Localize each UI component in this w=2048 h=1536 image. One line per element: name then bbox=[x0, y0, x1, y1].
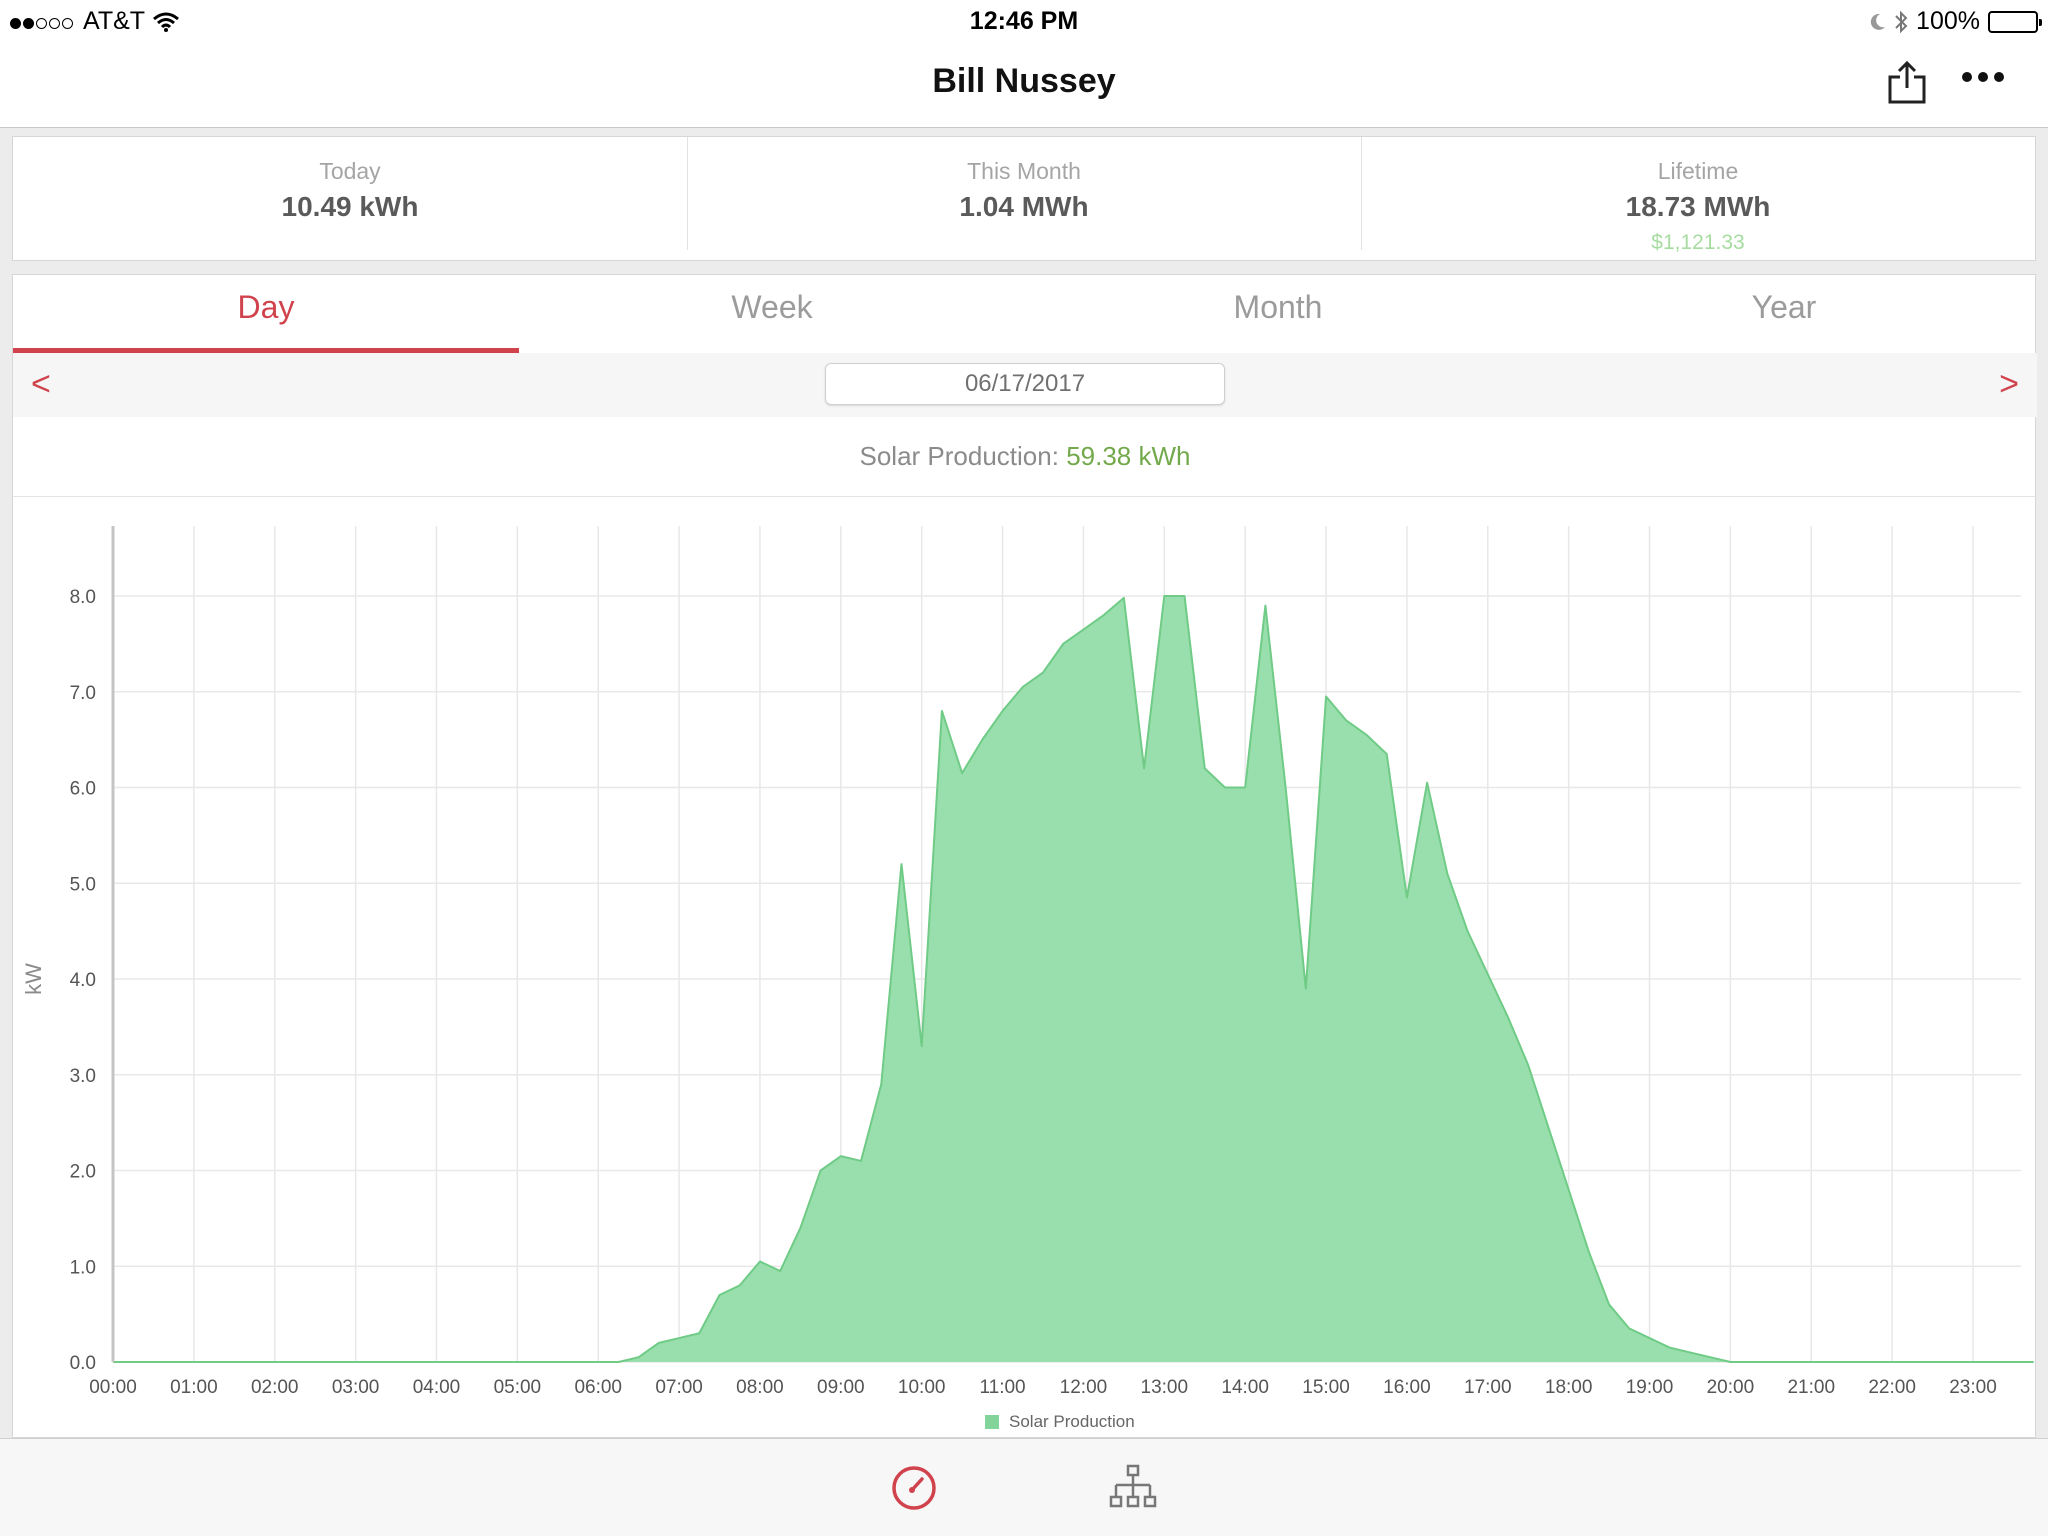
production-panel: Day Week Month Year < 06/17/2017 > Solar… bbox=[12, 274, 2037, 1438]
battery-percent: 100% bbox=[1916, 7, 1980, 35]
summary-lifetime: Lifetime 18.73 MWh $1,121.33 bbox=[1361, 137, 2035, 260]
energy-summary: Today 10.49 kWh This Month 1.04 MWh Life… bbox=[12, 136, 2036, 261]
x-tick-label: 22:00 bbox=[1868, 1377, 1916, 1398]
nav-bar: Bill Nussey bbox=[0, 42, 2048, 128]
solar-production-chart: 0.0 1.0 2.0 3.0 4.0 5.0 6.0 7.0 8.0 00:00 01:00 02:… bbox=[21, 526, 2034, 1398]
x-tick-label: 19:00 bbox=[1626, 1377, 1674, 1398]
tab-week[interactable]: Week bbox=[731, 289, 813, 325]
date-picker[interactable]: 06/17/2017 bbox=[825, 363, 1225, 405]
x-tick-label: 00:00 bbox=[89, 1377, 137, 1398]
x-tick-label: 02:00 bbox=[251, 1377, 299, 1398]
x-tick-label: 20:00 bbox=[1707, 1377, 1755, 1398]
x-tick-label: 07:00 bbox=[655, 1377, 703, 1398]
x-tick-label: 13:00 bbox=[1141, 1377, 1189, 1398]
y-tick-label: 7.0 bbox=[70, 683, 96, 704]
x-tick-label: 21:00 bbox=[1787, 1377, 1835, 1398]
x-tick-label: 12:00 bbox=[1060, 1377, 1108, 1398]
y-tick-label: 0.0 bbox=[70, 1353, 96, 1374]
production-value: 59.38 kWh bbox=[1066, 441, 1191, 471]
lifetime-label: Lifetime bbox=[1657, 158, 1739, 184]
y-tick-label: 4.0 bbox=[70, 970, 96, 991]
x-tick-label: 11:00 bbox=[979, 1377, 1025, 1398]
y-tick-label: 6.0 bbox=[70, 779, 96, 800]
x-tick-label: 17:00 bbox=[1464, 1377, 1512, 1398]
x-tick-label: 16:00 bbox=[1383, 1377, 1431, 1398]
today-label: Today bbox=[319, 158, 381, 184]
status-bar: AT&T 12:46 PM 100% bbox=[0, 0, 2048, 42]
legend-swatch bbox=[985, 1415, 999, 1429]
more-options-icon[interactable] bbox=[1962, 72, 2004, 82]
lifetime-savings: $1,121.33 bbox=[1651, 231, 1745, 254]
share-icon[interactable] bbox=[1884, 60, 1930, 106]
y-tick-label: 1.0 bbox=[70, 1257, 96, 1278]
summary-month: This Month 1.04 MWh bbox=[687, 137, 1361, 260]
x-tick-label: 15:00 bbox=[1302, 1377, 1350, 1398]
period-tabs: Day Week Month Year bbox=[13, 275, 2037, 353]
system-hierarchy-icon[interactable] bbox=[1108, 1463, 1158, 1513]
previous-date-button[interactable]: < bbox=[31, 365, 51, 403]
x-tick-label: 01:00 bbox=[170, 1377, 218, 1398]
x-tick-label: 14:00 bbox=[1221, 1377, 1269, 1398]
x-tick-label: 05:00 bbox=[494, 1377, 542, 1398]
solar-production-line bbox=[113, 595, 2034, 1363]
status-time: 12:46 PM bbox=[969, 7, 1079, 35]
x-tick-label: 18:00 bbox=[1545, 1377, 1593, 1398]
date-navigator: < 06/17/2017 > bbox=[13, 353, 2037, 417]
x-tick-label: 09:00 bbox=[817, 1377, 865, 1398]
today-value: 10.49 kWh bbox=[281, 191, 419, 222]
y-tick-label: 8.0 bbox=[70, 587, 96, 608]
month-value: 1.04 MWh bbox=[959, 191, 1089, 222]
solar-production-area bbox=[113, 596, 2034, 1362]
production-label: Solar Production: bbox=[859, 441, 1059, 471]
next-date-button[interactable]: > bbox=[1999, 365, 2019, 403]
status-left: AT&T bbox=[10, 7, 180, 36]
tab-year[interactable]: Year bbox=[1751, 289, 1817, 325]
page-title: Bill Nussey bbox=[932, 62, 1116, 100]
legend-label: Solar Production bbox=[1009, 1412, 1135, 1431]
bluetooth-icon bbox=[1895, 10, 1908, 33]
y-axis-label: kW bbox=[21, 963, 46, 995]
x-tick-label: 06:00 bbox=[574, 1377, 622, 1398]
production-total: Solar Production: 59.38 kWh bbox=[13, 417, 2037, 497]
x-tick-label: 04:00 bbox=[413, 1377, 461, 1398]
dashboard-gauge-icon[interactable] bbox=[889, 1463, 939, 1513]
carrier-label: AT&T bbox=[83, 7, 146, 35]
bottom-tab-bar bbox=[0, 1438, 2048, 1536]
x-tick-label: 03:00 bbox=[332, 1377, 380, 1398]
tab-month[interactable]: Month bbox=[1233, 289, 1323, 325]
moon-icon bbox=[1870, 13, 1886, 30]
x-tick-label: 23:00 bbox=[1949, 1377, 1997, 1398]
summary-today: Today 10.49 kWh bbox=[13, 137, 687, 260]
status-right: 100% bbox=[1868, 7, 2042, 36]
y-tick-label: 5.0 bbox=[70, 874, 96, 895]
signal-strength-icon bbox=[10, 7, 75, 36]
wifi-icon bbox=[153, 12, 180, 32]
month-label: This Month bbox=[967, 158, 1081, 184]
x-tick-label: 08:00 bbox=[736, 1377, 784, 1398]
chart-legend[interactable]: Solar Production bbox=[985, 1412, 1135, 1432]
tab-day[interactable]: Day bbox=[13, 275, 519, 353]
y-tick-label: 2.0 bbox=[70, 1162, 96, 1183]
lifetime-value: 18.73 MWh bbox=[1625, 191, 1771, 222]
x-tick-label: 10:00 bbox=[898, 1377, 946, 1398]
battery-icon bbox=[1988, 10, 2042, 33]
y-tick-label: 3.0 bbox=[70, 1066, 96, 1087]
